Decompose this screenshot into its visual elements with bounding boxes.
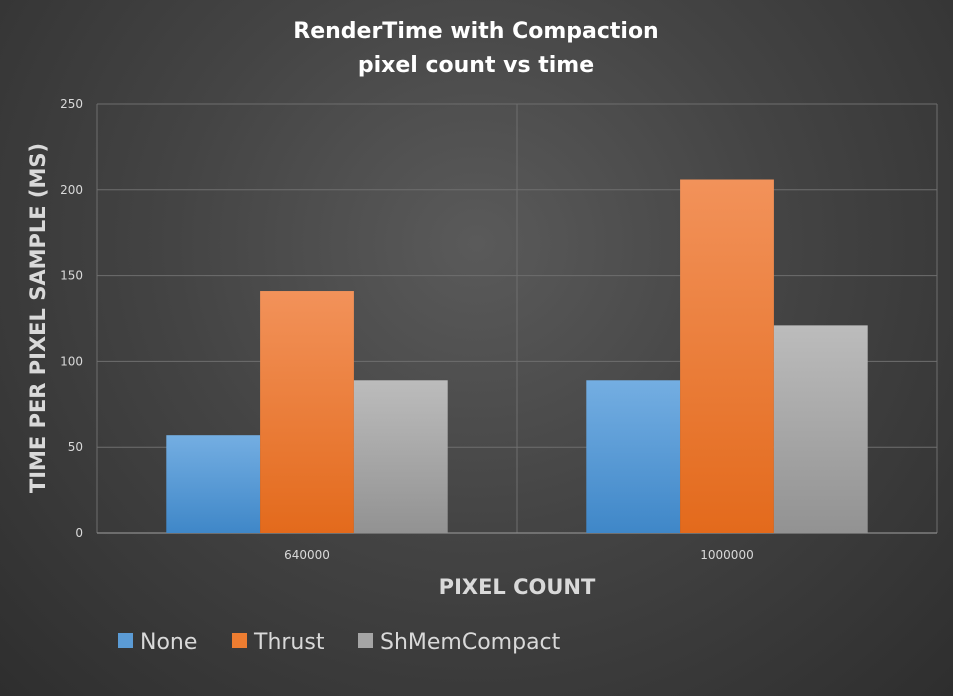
legend-swatch	[118, 633, 133, 648]
x-axis-ticks: 640000 1000000	[284, 548, 754, 562]
legend-item-shmemcompact: ShMemCompact	[358, 630, 561, 655]
y-tick-label: 200	[60, 183, 83, 197]
legend-swatch	[232, 633, 247, 648]
bar-shmemcompact-640000	[353, 380, 448, 533]
chart-title-line-1: RenderTime with Compaction	[293, 19, 658, 44]
y-axis-ticks: 0 50 100 150 200 250	[60, 97, 83, 540]
x-tick-label: 640000	[284, 548, 330, 562]
legend-item-thrust: Thrust	[232, 630, 325, 655]
bar-none-640000	[166, 435, 261, 533]
bar-thrust-640000	[260, 291, 354, 533]
y-tick-label: 0	[75, 526, 83, 540]
bar-thrust-1000000	[680, 179, 774, 533]
y-tick-label: 150	[60, 269, 83, 283]
legend-label: ShMemCompact	[380, 630, 561, 655]
legend-item-none: None	[118, 630, 197, 655]
legend-label: Thrust	[253, 630, 325, 655]
y-tick-label: 50	[68, 440, 83, 454]
legend: None Thrust ShMemCompact	[118, 630, 561, 655]
legend-label: None	[140, 630, 197, 655]
y-axis-title: TIME PER PIXEL SAMPLE (MS)	[26, 143, 50, 493]
x-axis-title: PIXEL COUNT	[439, 575, 596, 599]
bars	[166, 179, 868, 533]
y-tick-label: 250	[60, 97, 83, 111]
y-tick-label: 100	[60, 354, 83, 368]
chart-title-line-2: pixel count vs time	[358, 53, 594, 78]
x-tick-label: 1000000	[700, 548, 753, 562]
bar-shmemcompact-1000000	[773, 325, 868, 533]
bar-none-1000000	[586, 380, 681, 533]
legend-swatch	[358, 633, 373, 648]
